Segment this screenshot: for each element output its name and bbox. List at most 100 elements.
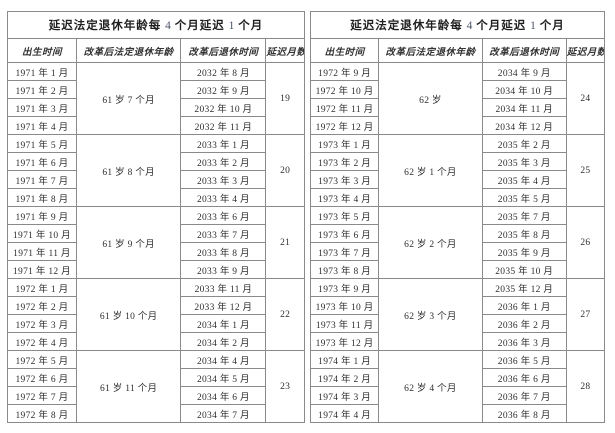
retirement-time-cell: 2035 年 10 月 (481, 260, 567, 279)
retirement-time-cell: 2036 年 8 月 (481, 404, 567, 423)
retirement-time-cell: 2034 年 1 月 (180, 314, 267, 333)
birth-month-cell: 1974 年 2 月 (309, 368, 380, 387)
retirement-time-cell: 2035 年 8 月 (481, 224, 567, 243)
birth-month-cell: 1972 年 9 月 (309, 62, 380, 81)
birth-month-cell: 1973 年 1 月 (309, 134, 380, 153)
retirement-time-cell: 2033 年 12 月 (180, 296, 267, 315)
col-header-age: 改革后法定退休年龄 (75, 38, 182, 63)
table-row: 1974 年 4 月 2036 年 8 月 (309, 404, 605, 423)
birth-month-cell: 1971 年 10 月 (7, 224, 77, 243)
birth-month-cell: 1972 年 1 月 (7, 278, 77, 297)
birth-month-cell: 1971 年 6 月 (7, 152, 77, 171)
retirement-time-cell: 2036 年 6 月 (481, 368, 567, 387)
title-text: 个月延迟 (472, 20, 531, 32)
table-row: 1973 年 2 月 2035 年 3 月 (309, 152, 605, 171)
title-number: 1 (530, 20, 536, 32)
col-header-retire: 改革后退休时间 (481, 38, 567, 63)
table-row: 1971 年 8 月 2033 年 4 月 (7, 188, 305, 207)
table-row: 1972 年 4 月 2034 年 2 月 (7, 332, 305, 351)
title-number: 4 (466, 20, 473, 32)
title-text: 延迟法定退休年龄每 (48, 20, 166, 32)
retirement-table-left: 延迟法定退休年龄每 4 个月延迟 1 个月 出生时间 改革后法定退休年龄 改革后退休时… (7, 11, 305, 423)
retirement-age-cell: 61 岁 10 个月 (75, 278, 182, 351)
retirement-time-cell: 2036 年 1 月 (481, 296, 567, 315)
delay-months-cell: 28 (565, 350, 606, 423)
table-row: 1972 年 7 月 2034 年 6 月 (7, 386, 305, 405)
table-row: 1972 年 5 月 61 岁 11 个月 2034 年 4 月 23 (7, 350, 305, 423)
birth-month-cell: 1973 年 7 月 (309, 242, 380, 261)
retirement-age-cell: 62 岁 3 个月 (378, 278, 483, 351)
retirement-time-cell: 2032 年 8 月 (180, 62, 267, 81)
table-row: 1971 年 9 月 61 岁 9 个月 2033 年 6 月 21 (7, 206, 305, 279)
birth-month-cell: 1971 年 2 月 (7, 80, 77, 99)
birth-month-cell: 1973 年 12 月 (309, 332, 380, 351)
birth-month-cell: 1972 年 2 月 (7, 296, 77, 315)
birth-month-cell: 1973 年 2 月 (309, 152, 380, 171)
retirement-time-cell: 2035 年 9 月 (481, 242, 567, 261)
birth-month-cell: 1971 年 1 月 (7, 62, 77, 81)
birth-month-cell: 1972 年 8 月 (7, 404, 77, 423)
retirement-time-cell: 2034 年 10 月 (481, 80, 567, 99)
birth-month-cell: 1971 年 12 月 (7, 260, 77, 279)
col-header-birth: 出生时间 (7, 38, 77, 63)
birth-month-cell: 1973 年 9 月 (309, 278, 380, 297)
table-row: 1972 年 1 月 61 岁 10 个月 2033 年 11 月 22 (7, 278, 305, 351)
table-row: 1973 年 4 月 2035 年 5 月 (309, 188, 605, 207)
table-row: 1971 年 6 月 2033 年 2 月 (7, 152, 305, 171)
retirement-age-cell: 62 岁 1 个月 (378, 134, 483, 207)
retirement-time-cell: 2034 年 12 月 (481, 116, 567, 135)
delay-months-cell: 22 (265, 278, 305, 351)
table-row: 1973 年 9 月 62 岁 3 个月 2035 年 12 月 27 (309, 278, 606, 351)
retirement-age-cell: 61 岁 11 个月 (75, 350, 182, 423)
retirement-age-cell: 61 岁 9 个月 (75, 206, 182, 279)
retirement-age-cell: 61 岁 7 个月 (75, 62, 182, 135)
retirement-time-cell: 2034 年 9 月 (481, 62, 567, 81)
birth-month-cell: 1974 年 1 月 (309, 350, 380, 369)
retirement-time-cell: 2035 年 3 月 (481, 152, 567, 171)
birth-month-cell: 1974 年 3 月 (309, 386, 380, 405)
birth-month-cell: 1972 年 10 月 (309, 80, 380, 99)
title-number: 4 (165, 20, 171, 32)
col-header-age: 改革后法定退休年龄 (378, 38, 483, 63)
retirement-time-cell: 2036 年 7 月 (481, 386, 567, 405)
birth-month-cell: 1973 年 5 月 (309, 206, 380, 225)
col-header-delay: 延迟月数 (265, 38, 305, 63)
retirement-time-cell: 2034 年 6 月 (180, 386, 267, 405)
retirement-time-cell: 2033 年 11 月 (180, 278, 267, 297)
table-row: 1973 年 8 月 2035 年 10 月 (309, 260, 605, 279)
tables-container: 延迟法定退休年龄每 4 个月延迟 1 个月 出生时间 改革后法定退休年龄 改革后退休时… (7, 11, 606, 423)
table-row: 1972 年 6 月 2034 年 5 月 (7, 368, 305, 387)
birth-month-cell: 1973 年 4 月 (309, 188, 380, 207)
retirement-time-cell: 2034 年 7 月 (180, 404, 267, 423)
birth-month-cell: 1972 年 12 月 (309, 116, 380, 135)
birth-month-cell: 1973 年 8 月 (309, 260, 380, 279)
delay-months-cell: 27 (565, 278, 606, 351)
col-header-birth: 出生时间 (309, 38, 380, 63)
title-text: 个月 (234, 20, 264, 32)
table-row: 1971 年 3 月 2032 年 10 月 (7, 98, 305, 117)
birth-month-cell: 1971 年 5 月 (7, 134, 77, 153)
birth-month-cell: 1973 年 10 月 (309, 296, 380, 315)
retirement-time-cell: 2035 年 4 月 (481, 170, 567, 189)
title-text: 个月 (535, 20, 565, 32)
birth-month-cell: 1974 年 4 月 (309, 404, 380, 423)
retirement-time-cell: 2033 年 1 月 (180, 134, 267, 153)
col-header-delay: 延迟月数 (565, 38, 606, 63)
retirement-age-cell: 62 岁 2 个月 (378, 206, 483, 279)
retirement-time-cell: 2032 年 10 月 (180, 98, 267, 117)
retirement-time-cell: 2035 年 12 月 (481, 278, 567, 297)
birth-month-cell: 1972 年 7 月 (7, 386, 77, 405)
retirement-time-cell: 2033 年 4 月 (180, 188, 267, 207)
retirement-time-cell: 2034 年 2 月 (180, 332, 267, 351)
retirement-time-cell: 2032 年 11 月 (180, 116, 267, 135)
title-number: 1 (228, 20, 235, 32)
birth-month-cell: 1972 年 11 月 (309, 98, 380, 117)
retirement-time-cell: 2035 年 7 月 (481, 206, 567, 225)
delay-months-cell: 19 (265, 62, 305, 135)
birth-month-cell: 1973 年 3 月 (309, 170, 380, 189)
table-row: 1971 年 11 月 2033 年 8 月 (7, 242, 305, 261)
birth-month-cell: 1973 年 6 月 (309, 224, 380, 243)
table-row: 1971 年 12 月 2033 年 9 月 (7, 260, 305, 279)
table-row: 1973 年 3 月 2035 年 4 月 (309, 170, 605, 189)
